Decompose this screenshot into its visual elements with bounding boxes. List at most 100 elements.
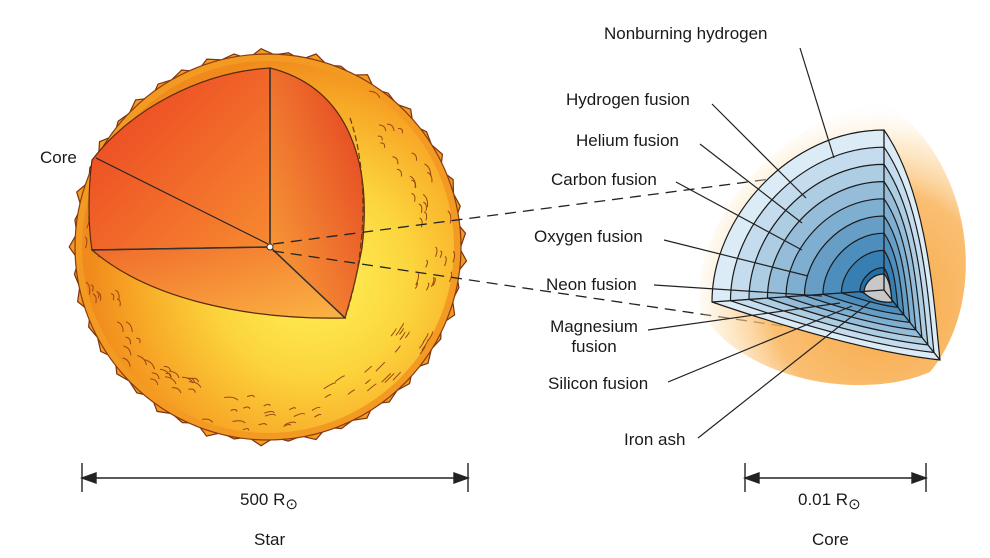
label-helium-fusion: Helium fusion [576, 131, 679, 150]
core-shells [699, 100, 966, 386]
convection-squiggle [378, 124, 387, 132]
label-nonburning-hydrogen: Nonburning hydrogen [604, 24, 768, 43]
convection-squiggle [202, 418, 213, 423]
label-star-caption: Star [254, 530, 286, 549]
convection-squiggle [224, 396, 239, 401]
convection-squiggle [422, 193, 429, 208]
convection-squiggle [242, 406, 251, 410]
convection-squiggle [85, 281, 91, 295]
convection-squiggle [364, 365, 373, 373]
convection-squiggle [399, 331, 406, 341]
convection-squiggle [386, 123, 395, 131]
convection-squiggle [246, 394, 255, 398]
convection-squiggle [430, 277, 435, 288]
convection-squiggle [405, 331, 410, 339]
convection-squiggle [137, 355, 147, 366]
convection-squiggle [439, 250, 443, 259]
convection-squiggle [419, 340, 425, 349]
convection-squiggle [421, 339, 429, 351]
convection-squiggle [232, 420, 246, 424]
convection-squiggle [150, 378, 159, 386]
star-scale-arrow-right [453, 472, 471, 484]
convection-squiggle [447, 210, 452, 224]
convection-squiggle [398, 127, 404, 134]
convection-squiggle [425, 282, 430, 291]
convection-squiggle [188, 381, 202, 388]
projection-line-top [272, 165, 871, 245]
leader-helium-fusion [699, 143, 803, 224]
convection-squiggle [432, 277, 436, 286]
cut-edge-shading [344, 117, 364, 319]
star-cutaway-face-bottom [90, 246, 347, 319]
convection-squiggle [188, 388, 196, 393]
leader-nonburning-hydrogen [799, 47, 835, 159]
convection-squiggle [136, 337, 141, 344]
convection-squiggle [425, 259, 428, 268]
solar-symbol: ⊙ [285, 496, 298, 513]
convection-squiggle [144, 359, 156, 370]
convection-squiggle [122, 357, 131, 367]
convection-squiggle [423, 201, 427, 212]
convection-squiggle [125, 321, 133, 333]
label-magnesium-line2: fusion [571, 337, 617, 356]
convection-squiggle [265, 413, 277, 417]
convection-squiggle [380, 142, 386, 148]
convection-squiggle [117, 321, 124, 332]
convection-squiggle [369, 90, 381, 99]
convection-squiggle [171, 387, 182, 394]
convection-squiggle [293, 413, 306, 417]
star-cutaway-face-left [88, 67, 271, 251]
label-hydrogen-fusion: Hydrogen fusion [566, 90, 690, 109]
leader-lines [647, 47, 871, 439]
convection-squiggle [411, 179, 416, 188]
convection-squiggle [115, 289, 120, 301]
label-core: Core [40, 148, 77, 167]
convection-squiggle [392, 371, 402, 381]
convection-squiggle [452, 250, 456, 263]
convection-squiggle [159, 368, 172, 378]
convection-squiggle [411, 192, 416, 202]
convection-squiggle [423, 211, 428, 221]
convection-squiggle [283, 423, 292, 427]
cut-edge-left [91, 246, 271, 251]
leader-hydrogen-fusion [711, 103, 807, 199]
leader-oxygen-fusion [663, 239, 809, 277]
convection-squiggle [314, 413, 322, 418]
star-scale-arrow-left [79, 472, 97, 484]
leader-carbon-fusion [675, 181, 803, 251]
label-carbon-fusion: Carbon fusion [551, 170, 657, 189]
solar-symbol: ⊙ [848, 496, 861, 513]
convection-squiggle [289, 407, 296, 411]
convection-squiggle [415, 272, 420, 286]
star-core-dot [266, 243, 274, 251]
convection-squiggle [435, 246, 438, 257]
core-scale-arrow-right [911, 472, 929, 484]
convection-squiggle [411, 152, 418, 161]
convection-squiggle [284, 421, 297, 426]
convection-squiggle [165, 376, 177, 385]
label-core-caption: Core [812, 530, 849, 549]
leader-silicon-fusion [667, 305, 853, 383]
convection-squiggle [97, 292, 102, 301]
convection-squiggle [399, 327, 404, 335]
convection-squiggle [394, 345, 401, 353]
leader-neon-fusion [653, 284, 823, 297]
convection-squiggle [84, 236, 88, 249]
convection-squiggle [230, 409, 238, 412]
label-star-scale: 500 R⊙ [240, 490, 298, 515]
convection-squiggle [375, 361, 386, 372]
convection-squiggle [381, 373, 392, 383]
convection-squiggle [392, 156, 399, 165]
label-neon-fusion: Neon fusion [546, 275, 637, 294]
convection-squiggle [125, 336, 132, 345]
convection-squiggle [377, 135, 383, 141]
convection-squiggle [324, 394, 332, 399]
convection-squiggle [384, 372, 395, 383]
convection-squiggle [169, 370, 180, 379]
convection-squiggle [347, 389, 356, 395]
leader-magnesium-fusion [647, 302, 841, 331]
convection-squiggle [426, 171, 433, 183]
iron-ash-core [863, 273, 893, 303]
convection-squiggle [418, 203, 423, 214]
